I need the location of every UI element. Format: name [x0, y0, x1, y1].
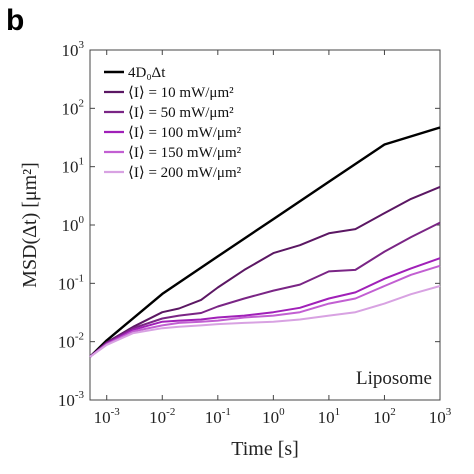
series-line-4 [89, 264, 441, 358]
legend: 4D₀Δt ⟨I⟩ = 10 mW/μm² ⟨I⟩ = 50 mW/μm² ⟨I⟩ =… [104, 65, 242, 181]
y-tick-label: 10-1 [58, 272, 84, 293]
legend-label-2: ⟨I⟩ = 50 mW/μm² [128, 105, 234, 121]
y-tick-label: 102 [62, 97, 85, 118]
series-line-0 [89, 126, 441, 358]
panel-label: b [6, 4, 24, 37]
x-tick-label: 10-3 [94, 406, 121, 427]
x-tick-label: 101 [318, 406, 341, 427]
y-tick-label: 10-2 [58, 331, 84, 352]
y-axis-label: MSD(Δt) [μm²] [19, 162, 41, 288]
legend-label-1: ⟨I⟩ = 10 mW/μm² [128, 85, 234, 101]
series-line-5 [89, 285, 441, 358]
series-line-3 [89, 257, 441, 358]
x-tick-label: 102 [373, 406, 396, 427]
y-tick-label: 101 [62, 156, 85, 177]
x-tick-label: 10-1 [205, 406, 231, 427]
axis-ticks: 10-3 10-2 10-1 100 101 102 103 10-3 10-2 10-1 100 1… [58, 39, 452, 427]
legend-label-3: ⟨I⟩ = 100 mW/μm² [128, 125, 242, 141]
x-tick-label: 103 [429, 406, 452, 427]
x-tick-label: 10-2 [149, 406, 175, 427]
data-series [89, 126, 441, 358]
x-tick-label: 100 [262, 406, 285, 427]
legend-label-5: ⟨I⟩ = 200 mW/μm² [128, 165, 242, 181]
legend-label-4: ⟨I⟩ = 150 mW/μm² [128, 145, 242, 161]
legend-label-0: 4D₀Δt [128, 65, 166, 81]
series-line-2 [89, 221, 441, 358]
liposome-annotation: Liposome [356, 368, 432, 389]
y-tick-label: 10-3 [58, 389, 85, 410]
y-tick-label: 100 [62, 214, 85, 235]
series-line-1 [89, 185, 441, 358]
y-tick-label: 103 [62, 39, 85, 60]
x-axis-label: Time [s] [231, 438, 299, 460]
